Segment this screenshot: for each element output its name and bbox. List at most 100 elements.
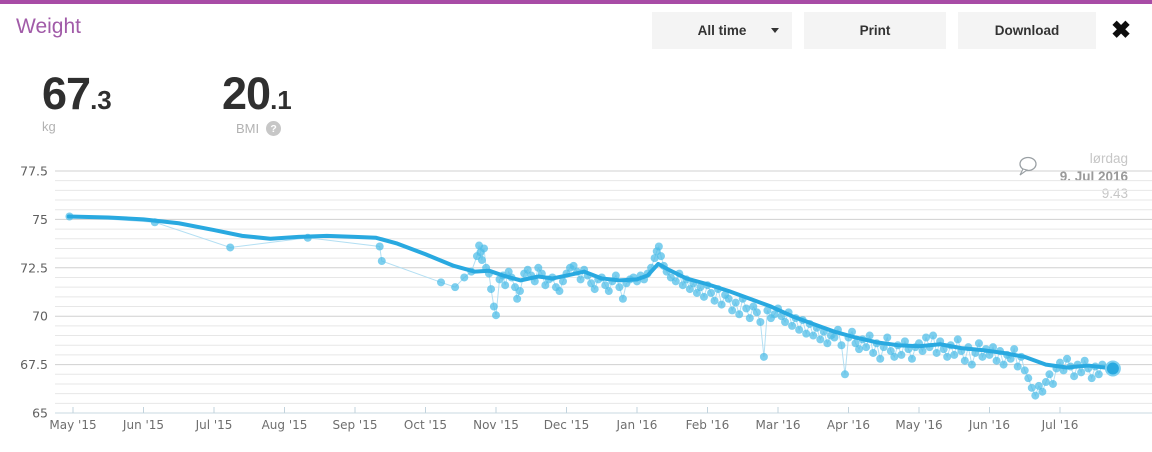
data-point (1041, 378, 1050, 387)
data-point (699, 292, 708, 301)
help-icon[interactable]: ? (266, 121, 282, 136)
data-point (886, 347, 895, 356)
data-point (862, 343, 871, 352)
time-range-label: All time (697, 23, 747, 38)
data-point (967, 360, 976, 369)
data-point (974, 339, 983, 348)
data-point (451, 283, 460, 292)
data-point (375, 242, 384, 251)
data-point (876, 354, 885, 363)
data-point (731, 298, 740, 307)
data-point (555, 287, 564, 296)
data-point (523, 265, 532, 274)
x-axis-label: Mar '16 (755, 418, 800, 432)
y-axis-label: 65 (32, 406, 48, 421)
data-point (558, 277, 567, 286)
data-point (1087, 374, 1096, 383)
data-point (650, 254, 659, 263)
data-point (724, 294, 733, 303)
data-point (788, 321, 797, 330)
print-button[interactable]: Print (804, 12, 946, 49)
data-point (1010, 345, 1019, 354)
data-point (1027, 383, 1036, 392)
data-point (999, 360, 1008, 369)
y-axis-label: 72.5 (20, 260, 48, 275)
datestamp-time: 9.43 (1101, 186, 1128, 201)
data-point (1031, 391, 1040, 400)
x-axis-label: Oct '15 (404, 418, 447, 432)
data-point (752, 308, 761, 317)
data-point (883, 333, 892, 342)
data-point (501, 281, 510, 290)
close-icon[interactable]: ✖ (1104, 12, 1138, 49)
data-point (749, 302, 758, 311)
chart-canvas[interactable]: 65 67.5 70 72.5 75 77.5 May '15 Jun '15 Jul '15 A… (0, 155, 1152, 447)
data-point (809, 331, 818, 340)
data-point (890, 352, 899, 361)
data-point (656, 252, 665, 261)
data-point (978, 352, 987, 361)
x-axis-label: May '16 (895, 418, 942, 432)
data-point (989, 343, 998, 352)
stats-row: 67.3 kg 20.1 BMI ? lørdag 9. Jul 2016 9.… (0, 71, 1152, 201)
data-point (918, 347, 927, 356)
measurement-datestamp: lørdag 9. Jul 2016 9.43 (1060, 150, 1128, 203)
data-point (615, 283, 624, 292)
x-axis-label: Apr '16 (827, 418, 870, 432)
x-axis-label: Jun '15 (122, 418, 164, 432)
data-point (717, 300, 726, 309)
datestamp-date: 9. Jul 2016 (1059, 168, 1128, 184)
datestamp-weekday: lørdag (1089, 151, 1128, 166)
data-point (710, 296, 719, 305)
data-point (816, 335, 825, 344)
data-point (960, 356, 969, 365)
data-point (1070, 372, 1079, 381)
data-point (781, 318, 790, 327)
data-point (735, 310, 744, 319)
data-point (759, 352, 768, 361)
data-point (377, 257, 386, 266)
weight-unit: kg (42, 119, 56, 134)
download-button[interactable]: Download (958, 12, 1096, 49)
data-point (851, 339, 860, 348)
data-point (770, 310, 779, 319)
data-point (541, 281, 550, 290)
data-point (763, 306, 772, 315)
data-point (932, 348, 941, 357)
comment-marker-icon[interactable] (1019, 156, 1037, 172)
data-point (1045, 370, 1054, 379)
data-point (590, 285, 599, 294)
data-point (601, 281, 610, 290)
data-point (489, 302, 498, 311)
x-axis-label: May '15 (49, 418, 96, 432)
weight-value-int: 67 (42, 68, 91, 119)
data-point (795, 325, 804, 334)
x-axis-label: Jul '16 (1041, 418, 1079, 432)
trend-line (66, 214, 1115, 371)
data-point (515, 287, 524, 296)
data-point (1080, 356, 1089, 365)
weight-stat: 67.3 kg (42, 71, 112, 134)
header-controls: All time Print Download ✖ (652, 12, 1138, 49)
bmi-value-int: 20 (222, 68, 271, 119)
data-point (576, 275, 585, 284)
data-point (477, 256, 486, 265)
x-axis-label: Nov '15 (473, 418, 519, 432)
data-point (1006, 354, 1015, 363)
data-point (1020, 366, 1029, 375)
data-point (587, 279, 596, 288)
data-point (1063, 354, 1072, 363)
weight-value-dec: .3 (90, 85, 112, 115)
data-point (1034, 381, 1043, 390)
x-axis-label: Jan '16 (616, 418, 658, 432)
data-point (671, 277, 680, 286)
weight-chart[interactable]: 65 67.5 70 72.5 75 77.5 May '15 Jun '15 Jul '15 A… (0, 155, 1152, 447)
bmi-label: BMI (236, 121, 260, 136)
time-range-selector[interactable]: All time (652, 12, 792, 49)
data-point (869, 348, 878, 357)
data-point (823, 339, 832, 348)
data-point (569, 261, 578, 270)
data-point (907, 354, 916, 363)
data-point (756, 318, 765, 327)
bmi-value-dec: .1 (270, 85, 292, 115)
